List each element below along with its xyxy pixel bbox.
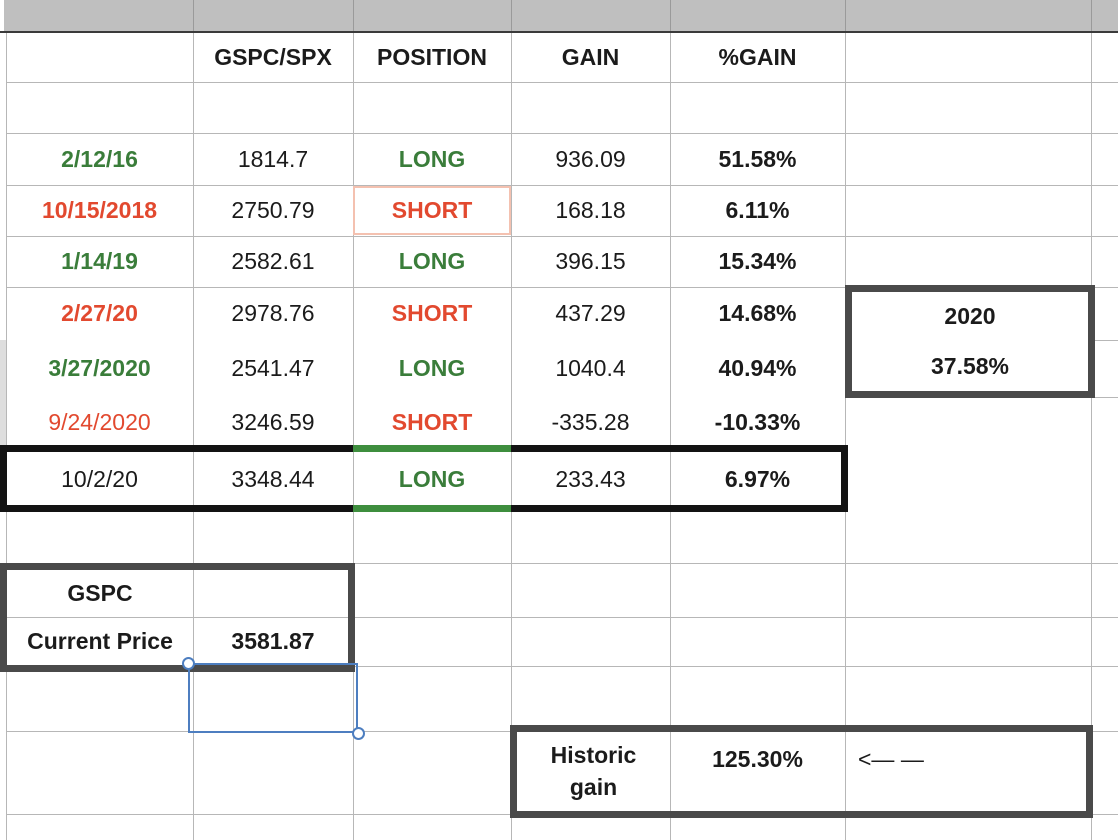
date-cell[interactable]: 3/27/2020 <box>48 355 151 381</box>
table-row: 9/24/2020 3246.59 SHORT -335.28 -10.33% <box>6 397 845 448</box>
position-cell[interactable]: LONG <box>398 248 466 274</box>
current-price-label[interactable]: Current Price <box>27 628 173 654</box>
position-cell[interactable]: SHORT <box>391 409 473 435</box>
price-cell[interactable]: 2582.61 <box>231 248 315 274</box>
price-cell[interactable]: 1814.7 <box>237 145 309 172</box>
date-cell[interactable]: 2/27/20 <box>61 300 138 326</box>
position-cell[interactable]: SHORT <box>391 300 473 326</box>
year-pct-gain[interactable]: 37.58% <box>930 352 1009 379</box>
gridline-v <box>1091 33 1092 840</box>
pct-gain-cell[interactable]: 40.94% <box>718 355 797 381</box>
date-cell[interactable]: 1/14/19 <box>61 248 138 274</box>
gridline-h <box>7 617 348 618</box>
band-divider <box>511 0 512 31</box>
gain-cell[interactable]: 1040.4 <box>555 355 626 381</box>
gain-cell[interactable]: 396.15 <box>555 248 626 274</box>
gridline-v <box>845 33 846 840</box>
header-gspc-spx[interactable]: GSPC/SPX <box>214 44 332 70</box>
position-cell[interactable]: LONG <box>398 145 466 172</box>
selection-handle-bottom-right[interactable] <box>352 727 365 740</box>
selection-rect[interactable] <box>188 663 358 733</box>
pct-gain-cell[interactable]: 6.11% <box>725 197 790 223</box>
gridline-h <box>6 617 1118 618</box>
date-cell[interactable]: 9/24/2020 <box>48 409 151 435</box>
selection-handle-top-left[interactable] <box>182 657 195 670</box>
header-gain[interactable]: GAIN <box>561 44 620 70</box>
current-price-value[interactable]: 3581.87 <box>231 628 315 654</box>
gridline-v <box>353 33 354 840</box>
band-divider <box>1091 0 1092 31</box>
band-divider <box>193 0 194 31</box>
price-cell[interactable]: 2978.76 <box>231 300 315 326</box>
header-row: GSPC/SPX POSITION GAIN %GAIN <box>6 33 845 82</box>
gridline-v <box>6 33 7 840</box>
column-header-band <box>4 0 1118 31</box>
price-cell[interactable]: 3348.44 <box>231 465 315 492</box>
year-label[interactable]: 2020 <box>944 303 996 329</box>
pct-gain-cell[interactable]: 6.97% <box>724 465 791 492</box>
price-cell[interactable]: 3246.59 <box>231 409 315 435</box>
historic-gain-label[interactable]: Historic gain <box>517 732 670 811</box>
gain-cell[interactable]: -335.28 <box>551 409 630 435</box>
gridline-h <box>6 185 1118 186</box>
pct-gain-cell[interactable]: 15.34% <box>718 248 797 274</box>
date-cell[interactable]: 10/2/20 <box>61 465 138 492</box>
trade-highlight-box <box>0 445 848 512</box>
band-divider <box>670 0 671 31</box>
gspc-title[interactable]: GSPC <box>67 580 133 606</box>
header-pct-gain[interactable]: %GAIN <box>718 44 797 70</box>
position-cell[interactable]: LONG <box>398 465 466 492</box>
position-cell[interactable]: LONG <box>398 355 466 381</box>
price-cell[interactable]: 2541.47 <box>231 355 315 381</box>
position-cell[interactable]: SHORT <box>391 197 473 223</box>
table-row: 3/27/2020 2541.47 LONG 1040.4 40.94% <box>6 340 845 397</box>
price-cell[interactable]: 2750.79 <box>231 197 315 223</box>
gain-cell[interactable]: 168.18 <box>555 197 626 223</box>
table-top-border <box>0 31 1118 33</box>
row-gutter-highlight <box>0 340 6 448</box>
year-summary-box: 2020 37.58% <box>845 285 1095 398</box>
long-cell-bottom-border <box>353 505 511 512</box>
gridline-h <box>6 287 1118 288</box>
gridline-v <box>511 33 512 840</box>
gridline-h <box>6 563 1118 564</box>
gridline-h <box>6 133 1118 134</box>
historic-gain-value[interactable]: 125.30% <box>712 745 803 772</box>
pct-gain-cell[interactable]: 51.58% <box>718 145 797 172</box>
band-divider <box>845 0 846 31</box>
table-row: 1/14/19 2582.61 LONG 396.15 15.34% <box>6 236 845 287</box>
pct-gain-cell[interactable]: -10.33% <box>714 409 801 435</box>
gridline-h <box>6 666 1118 667</box>
date-cell[interactable]: 2/12/16 <box>61 145 138 172</box>
historic-gain-label-text: Historic gain <box>550 742 637 800</box>
historic-gain-box: Historic gain 125.30% <— — <box>510 725 1093 818</box>
gain-cell[interactable]: 233.43 <box>555 465 626 492</box>
gridline-h <box>1095 340 1118 341</box>
gridline-v <box>193 570 194 665</box>
gain-cell[interactable]: 936.09 <box>555 145 626 172</box>
long-cell-top-border <box>353 445 511 452</box>
gridline-v <box>670 33 671 840</box>
pct-gain-cell[interactable]: 14.68% <box>718 300 797 326</box>
arrow-annotation[interactable]: <— — <box>858 745 924 772</box>
table-row: 10/15/2018 2750.79 SHORT 168.18 6.11% <box>6 185 845 236</box>
table-row: 10/2/20 3348.44 LONG 233.43 6.97% <box>6 448 845 510</box>
short-cell-highlight <box>353 186 511 235</box>
table-row: 2/12/16 1814.7 LONG 936.09 51.58% <box>6 133 845 185</box>
gridline-h <box>6 236 1118 237</box>
gridline-v <box>845 732 846 811</box>
header-position[interactable]: POSITION <box>377 44 487 70</box>
gain-cell[interactable]: 437.29 <box>555 300 626 326</box>
gridline-v <box>193 33 194 840</box>
gridline-h <box>6 82 1118 83</box>
date-cell[interactable]: 10/15/2018 <box>41 197 158 223</box>
table-row: 2/27/20 2978.76 SHORT 437.29 14.68% <box>6 287 845 340</box>
gridline-h <box>1095 397 1118 398</box>
gspc-price-box: GSPC Current Price 3581.87 <box>0 563 355 672</box>
band-divider <box>353 0 354 31</box>
gridline-v <box>670 732 671 811</box>
